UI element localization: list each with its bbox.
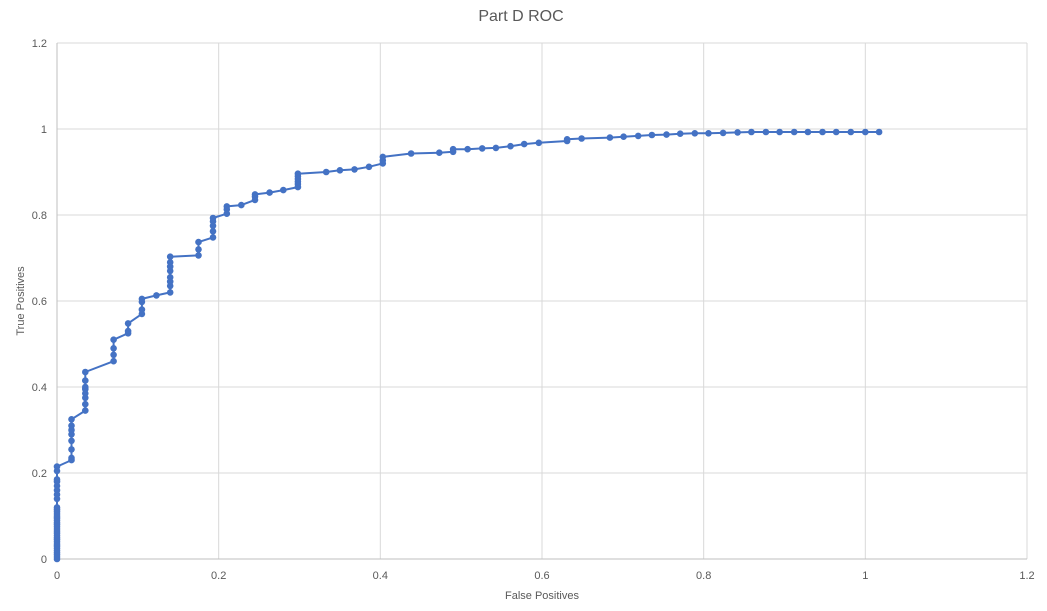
data-point	[663, 131, 670, 138]
data-point	[606, 134, 614, 141]
data-point	[819, 128, 826, 136]
x-tick-label: 1.2	[1019, 570, 1034, 582]
data-point	[449, 145, 457, 153]
data-point	[507, 142, 514, 150]
data-point	[166, 259, 174, 266]
data-point	[166, 274, 174, 281]
data-point	[436, 149, 443, 156]
data-point	[351, 166, 358, 173]
data-point	[195, 238, 202, 246]
data-point	[762, 128, 770, 136]
data-point	[734, 129, 741, 136]
x-tick-label: 0.6	[534, 570, 549, 582]
data-point	[110, 336, 117, 344]
data-point	[705, 130, 712, 137]
x-tick-label: 0.2	[211, 570, 226, 582]
y-tick-label: 0	[41, 554, 47, 566]
data-point	[68, 416, 75, 423]
data-point	[620, 133, 627, 140]
data-point	[379, 153, 387, 161]
y-tick-label: 0.8	[32, 210, 47, 222]
data-point	[832, 128, 840, 136]
x-tick-label: 0.8	[696, 570, 711, 582]
data-point	[322, 168, 330, 176]
data-point	[82, 400, 89, 408]
tick-labels: 0 0.2 0.4 0.6 0.8 1 1.2 0 0.2 0.4 0.6 0.8 1 1.2	[32, 38, 1035, 582]
data-point	[110, 345, 117, 352]
data-point	[68, 437, 75, 445]
y-tick-label: 1	[41, 124, 47, 136]
data-point	[238, 201, 245, 209]
data-point	[847, 128, 855, 136]
data-point	[82, 407, 89, 414]
data-point	[294, 170, 302, 177]
y-tick-label: 0.6	[32, 296, 47, 308]
data-point	[138, 306, 146, 313]
x-tick-label: 1	[862, 570, 868, 582]
y-tick-label: 0.2	[32, 468, 47, 480]
data-point	[804, 128, 812, 136]
data-point	[520, 140, 528, 148]
data-point	[676, 130, 684, 137]
data-point	[407, 150, 415, 157]
data-point	[82, 383, 89, 391]
roc-series	[53, 128, 883, 563]
data-point	[478, 145, 486, 152]
data-point	[634, 132, 642, 140]
data-point	[195, 252, 202, 259]
data-point	[209, 228, 217, 235]
data-point	[648, 131, 656, 139]
x-tick-label: 0	[54, 570, 60, 582]
y-axis-title: True Positives	[15, 266, 27, 336]
data-point	[875, 128, 883, 136]
data-point	[53, 504, 61, 511]
data-point	[535, 139, 543, 147]
data-point	[195, 246, 202, 253]
data-point	[563, 136, 571, 143]
data-point	[209, 214, 217, 222]
data-point	[223, 203, 231, 210]
data-point	[110, 351, 117, 359]
data-point	[166, 289, 174, 296]
data-point	[251, 191, 259, 198]
data-point	[153, 292, 160, 299]
data-point	[68, 422, 75, 430]
chart-title: Part D ROC	[478, 8, 563, 25]
data-point	[365, 163, 373, 171]
data-point	[492, 144, 500, 152]
data-point	[748, 128, 755, 136]
data-point	[280, 186, 287, 194]
x-axis-title: False Positives	[505, 590, 579, 602]
data-point	[336, 167, 344, 174]
y-tick-label: 0.4	[32, 382, 47, 394]
data-point	[776, 128, 783, 136]
data-point	[719, 129, 727, 137]
data-point	[464, 145, 471, 153]
data-point	[266, 189, 273, 196]
data-point	[110, 357, 117, 365]
data-point	[138, 295, 146, 303]
data-point	[790, 128, 798, 136]
data-point	[53, 476, 61, 483]
data-point	[578, 135, 585, 142]
data-point	[68, 454, 75, 462]
data-point	[53, 463, 61, 470]
data-point	[82, 368, 89, 376]
data-point	[166, 253, 174, 260]
data-point	[124, 320, 132, 327]
data-point	[862, 128, 869, 136]
y-tick-label: 1.2	[32, 38, 47, 50]
data-point	[209, 234, 217, 241]
data-point	[82, 377, 89, 384]
data-point	[124, 327, 132, 335]
x-tick-label: 0.4	[373, 570, 388, 582]
data-point	[691, 130, 699, 137]
data-point	[68, 446, 75, 453]
